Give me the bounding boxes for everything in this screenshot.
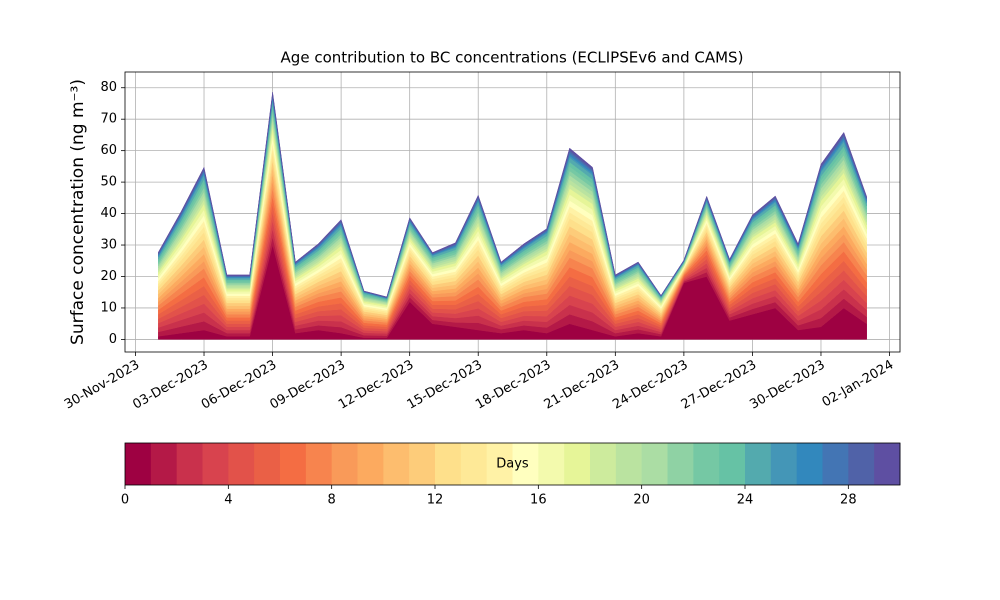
colorbar-swatch: [435, 443, 462, 485]
x-tick-label: 21-Dec-2023: [542, 358, 622, 413]
colorbar-tick-label: 20: [633, 493, 650, 508]
colorbar-swatch: [383, 443, 410, 485]
colorbar-swatch: [590, 443, 617, 485]
colorbar-label: Days: [496, 457, 529, 472]
x-tick-label: 06-Dec-2023: [199, 358, 279, 413]
x-tick-label: 12-Dec-2023: [336, 358, 416, 413]
colorbar-swatch: [848, 443, 875, 485]
colorbar-swatch: [202, 443, 229, 485]
plot-frame: [124, 71, 901, 353]
x-tick-label: 03-Dec-2023: [130, 358, 210, 413]
colorbar-tick-label: 12: [427, 493, 444, 508]
x-tick-label: 02-Jan-2024: [820, 358, 897, 411]
colorbar-swatch: [331, 443, 358, 485]
colorbar-tick-label: 8: [328, 493, 336, 508]
x-tick-label: 09-Dec-2023: [267, 358, 347, 413]
colorbar-swatch: [693, 443, 720, 485]
y-tick-label: 70: [100, 112, 117, 127]
colorbar-tick-label: 24: [737, 493, 754, 508]
x-tick-label: 18-Dec-2023: [473, 358, 553, 413]
colorbar-swatch: [564, 443, 591, 485]
colorbar-swatch: [254, 443, 281, 485]
colorbar-swatch: [486, 443, 513, 485]
colorbar-swatch: [512, 443, 539, 485]
y-tick-label: 80: [100, 80, 117, 95]
colorbar-tick-label: 28: [840, 493, 857, 508]
colorbar-swatch: [150, 443, 178, 485]
colorbar-swatch: [719, 443, 746, 485]
x-tick-label: 24-Dec-2023: [610, 358, 690, 413]
y-tick-label: 0: [109, 332, 117, 347]
y-tick-label: 40: [100, 206, 117, 221]
chart-title: Age contribution to BC concentrations (E…: [281, 49, 744, 67]
colorbar-swatch: [874, 443, 901, 485]
colorbar-swatch: [822, 443, 849, 485]
colorbar-swatch: [745, 443, 772, 485]
colorbar-tick-label: 0: [121, 493, 129, 508]
colorbar-swatch: [176, 443, 203, 485]
colorbar-swatch: [641, 443, 668, 485]
area-layer: [158, 92, 867, 298]
colorbar-swatch: [280, 443, 307, 485]
y-tick-label: 20: [100, 269, 117, 284]
y-tick-label: 30: [100, 238, 117, 253]
x-tick-label: 30-Dec-2023: [747, 358, 827, 413]
x-tick-label: 30-Nov-2023: [62, 358, 142, 413]
colorbar-swatch: [409, 443, 436, 485]
colorbar-swatch: [770, 443, 798, 485]
colorbar-swatch: [615, 443, 643, 485]
y-tick-label: 50: [100, 175, 117, 190]
colorbar-swatch: [228, 443, 255, 485]
colorbar-swatch: [125, 443, 152, 485]
colorbar-swatch: [796, 443, 823, 485]
colorbar-tick-label: 16: [530, 493, 547, 508]
colorbar-swatch: [460, 443, 488, 485]
colorbar-swatch: [538, 443, 565, 485]
colorbar-tick-label: 4: [224, 493, 232, 508]
colorbar-swatch: [305, 443, 333, 485]
y-tick-label: 60: [100, 143, 117, 158]
colorbar-swatch: [667, 443, 694, 485]
x-tick-label: 15-Dec-2023: [405, 358, 485, 413]
colorbar-swatch: [357, 443, 384, 485]
colorbar-frame: [124, 442, 901, 486]
y-tick-label: 10: [100, 300, 117, 315]
x-tick-label: 27-Dec-2023: [679, 358, 759, 413]
y-axis-label: Surface concentration (ng m⁻³): [68, 79, 88, 345]
